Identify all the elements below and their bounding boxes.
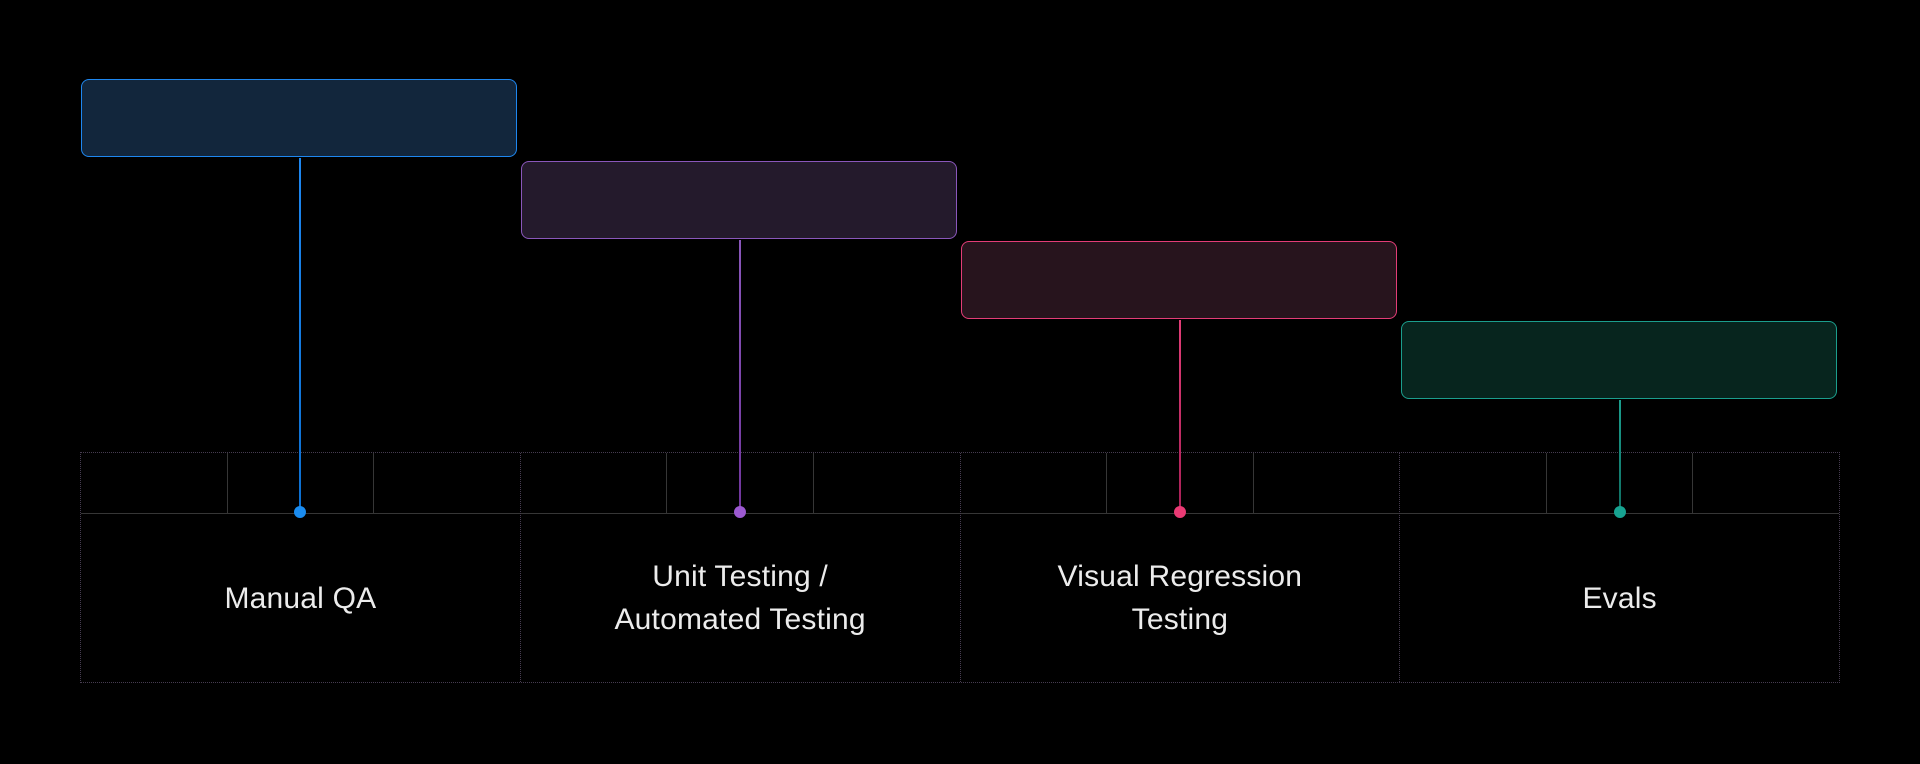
stage-dot: [294, 506, 306, 518]
tick-cell: [1106, 453, 1253, 513]
stage-label-visual-regression-testing: Visual Regression Testing: [1057, 560, 1303, 636]
timeline-table: Manual QA Unit Testing / Automated Testi…: [80, 452, 1840, 683]
stage-box-evals: [1401, 321, 1837, 399]
tick-cell: [1252, 453, 1400, 513]
stage-connector-line: [739, 240, 741, 512]
table-section-manual-qa: Manual QA: [81, 453, 520, 682]
stage-box-visual-regression-testing: [961, 241, 1397, 319]
stage-dot: [1614, 506, 1626, 518]
stage-box-manual-qa: [81, 79, 517, 157]
stage-evals: [1400, 0, 1840, 764]
tick-cell: [226, 453, 374, 513]
tick-cell: [1545, 453, 1693, 513]
table-section-visual-regression-testing: Visual Regression Testing: [959, 453, 1400, 682]
stage-connector-line: [1179, 320, 1181, 512]
table-section-unit-automated-testing: Unit Testing / Automated Testing: [519, 453, 960, 682]
stage-label-unit-automated-testing: Unit Testing / Automated Testing: [614, 560, 866, 636]
stage-label-manual-qa: Manual QA: [224, 581, 377, 615]
stage-visual-regression-testing: [960, 0, 1400, 764]
tick-cell: [373, 453, 520, 513]
tick-cell: [666, 453, 813, 513]
stage-manual-qa: [80, 0, 520, 764]
stage-connector-line: [1619, 400, 1621, 512]
label-row: Visual Regression Testing: [961, 514, 1400, 682]
label-row: Manual QA: [81, 514, 520, 682]
stage-connector-line: [299, 158, 301, 512]
label-row: Evals: [1400, 514, 1839, 682]
stage-dot: [1174, 506, 1186, 518]
stage-dot: [734, 506, 746, 518]
tick-cell: [812, 453, 960, 513]
tick-cell: [1692, 453, 1839, 513]
stage-box-unit-automated-testing: [521, 161, 957, 239]
stage-label-evals: Evals: [1582, 581, 1657, 615]
label-row: Unit Testing / Automated Testing: [521, 514, 960, 682]
stage-unit-automated-testing: [520, 0, 960, 764]
